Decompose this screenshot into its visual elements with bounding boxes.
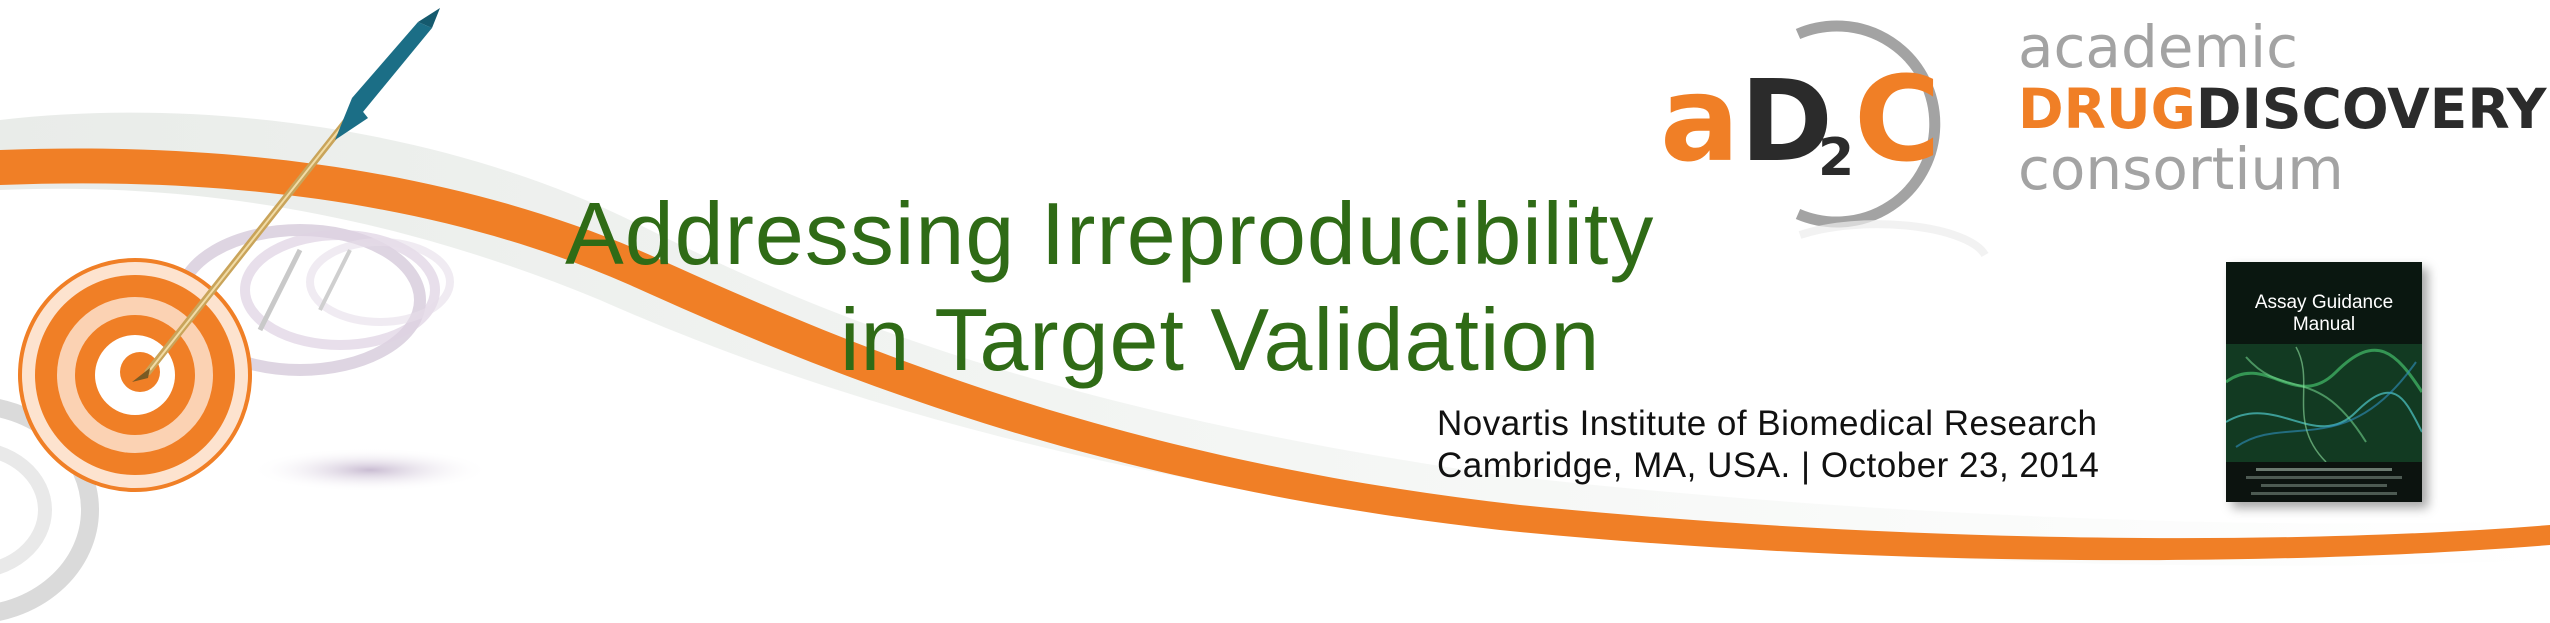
logo-word-drug: DRUG (2018, 77, 2196, 141)
book-cover: Assay Guidance Manual (2226, 262, 2422, 502)
event-title-line-1: Addressing Irreproducibility (565, 184, 1655, 283)
logo-letter-a: a (1660, 50, 1740, 188)
ad2c-logo: a D 2 C academic DRUGDISCOVERY consortiu… (1640, 0, 2550, 300)
arrow-icon (132, 8, 440, 382)
logo-letter-d: D (1740, 57, 1833, 187)
venue-name: Novartis Institute of Biomedical Researc… (1437, 404, 2098, 443)
ad2c-logo-mark: a D 2 C (1660, 20, 1989, 258)
event-title-line-2: in Target Validation (840, 290, 1601, 389)
logo-subscript-2: 2 (1818, 128, 1854, 188)
logo-word-academic: academic (2018, 13, 2298, 81)
logo-word-discovery: DISCOVERY (2195, 77, 2547, 141)
book-title: Assay Guidance Manual (2254, 292, 2394, 336)
logo-letter-c: C (1854, 50, 1941, 188)
book-cover-art (2226, 262, 2422, 502)
logo-word-drug-discovery: DRUGDISCOVERY (2018, 82, 2547, 137)
venue-location-date: Cambridge, MA, USA. | October 23, 2014 (1437, 446, 2100, 485)
logo-word-consortium: consortium (2018, 135, 2344, 203)
